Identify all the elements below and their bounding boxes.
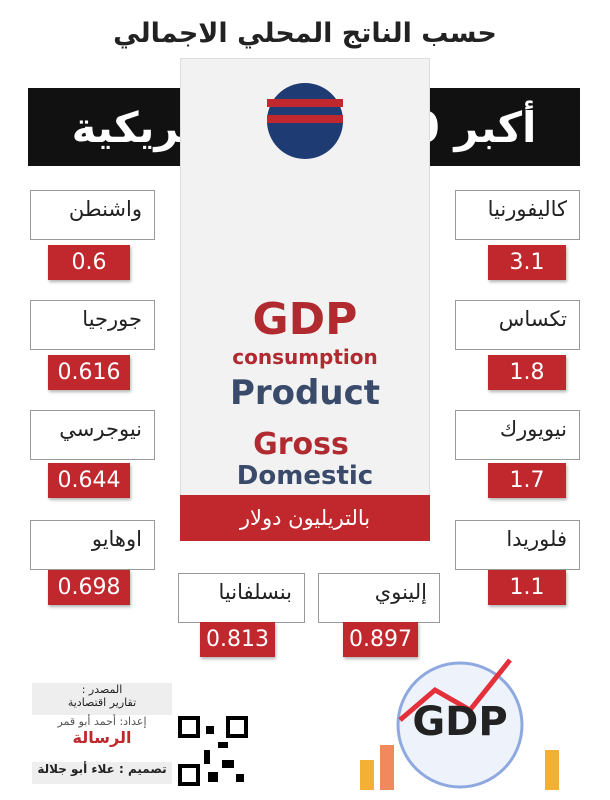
state-value: 0.6 bbox=[48, 245, 130, 280]
state-name: إلينوي bbox=[318, 573, 440, 623]
source: تقارير اقتصادية bbox=[67, 696, 137, 709]
word-cloud: GDP consumption Product Gross Domestic bbox=[230, 83, 380, 491]
state-value: 0.813 bbox=[200, 622, 275, 657]
subtitle: حسب الناتج المحلي الاجمالي bbox=[113, 18, 497, 49]
unit-banner: بالتريليون دولار bbox=[180, 495, 430, 541]
prepared-by: إعداد: أحمد أبو قمر bbox=[57, 715, 147, 728]
state-name: واشنطن bbox=[30, 190, 155, 240]
state-name: بنسلفانيا bbox=[178, 573, 305, 623]
gdp-illustration: GDP bbox=[360, 658, 559, 790]
state-value: 1.7 bbox=[488, 463, 566, 498]
state-name: اوهايو bbox=[30, 520, 155, 570]
word: GDP bbox=[253, 294, 358, 345]
flag-stripe bbox=[267, 99, 343, 107]
illustration-text: GDP bbox=[412, 699, 507, 745]
state-value: 1.8 bbox=[488, 355, 566, 390]
word: consumption bbox=[232, 345, 378, 369]
source-box: المصدر : تقارير اقتصادية bbox=[32, 683, 172, 715]
state-value: 0.698 bbox=[48, 570, 130, 605]
source-label: المصدر : bbox=[81, 683, 123, 696]
state-value: 0.897 bbox=[343, 622, 418, 657]
state-value: 3.1 bbox=[488, 245, 566, 280]
qr-code bbox=[178, 716, 248, 786]
word: Gross bbox=[253, 427, 349, 462]
logo: الرسالة bbox=[72, 728, 132, 747]
word-cloud-image: GDP consumption Product Gross Domestic bbox=[180, 58, 430, 498]
state-value: 0.644 bbox=[48, 463, 130, 498]
state-name: جورجيا bbox=[30, 300, 155, 350]
state-name: نيويورك bbox=[455, 410, 580, 460]
state-name: نيوجرسي bbox=[30, 410, 155, 460]
state-name: تكساس bbox=[455, 300, 580, 350]
word: Domestic bbox=[237, 461, 373, 491]
state-name: فلوريدا bbox=[455, 520, 580, 570]
state-value: 0.616 bbox=[48, 355, 130, 390]
state-value: 1.1 bbox=[488, 570, 566, 605]
state-name: كاليفورنيا bbox=[455, 190, 580, 240]
design-credit: تصميم : علاء أبو جلالة bbox=[32, 762, 172, 784]
word: Product bbox=[230, 373, 380, 413]
credits-box: إعداد: أحمد أبو قمر الرسالة bbox=[38, 715, 166, 759]
flag-stripe bbox=[267, 115, 343, 123]
